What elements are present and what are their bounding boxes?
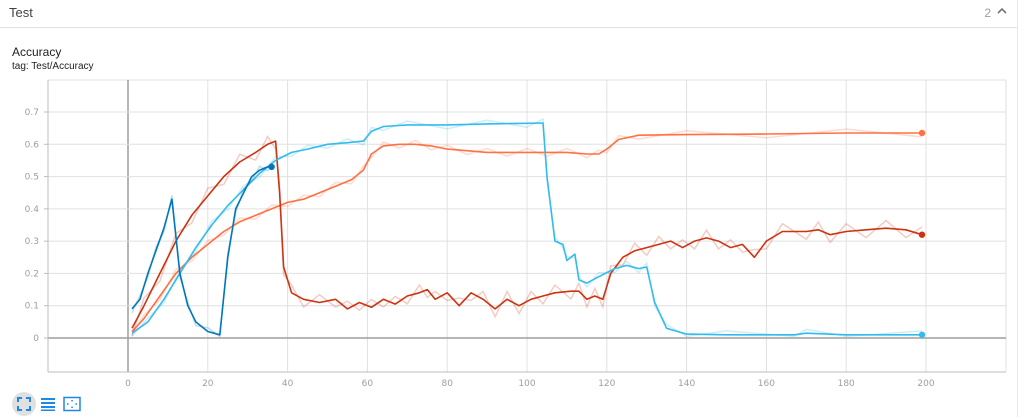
group-header[interactable]: Test 2: [0, 0, 1017, 28]
run-orange-endpoint-marker[interactable]: [918, 129, 926, 137]
svg-text:120: 120: [598, 379, 615, 389]
fit-screen-icon: [63, 396, 81, 412]
svg-text:200: 200: [917, 379, 934, 389]
svg-text:0.2: 0.2: [25, 269, 39, 279]
svg-text:100: 100: [518, 379, 535, 389]
run-light-blue-endpoint-marker[interactable]: [918, 331, 926, 338]
fullscreen-icon: [17, 397, 31, 411]
svg-text:0: 0: [33, 334, 39, 344]
svg-text:180: 180: [838, 379, 855, 389]
accuracy-chart[interactable]: 0 20 40 60 80 100 120 140 160 180 200 0 0.1 0.2 0.3 0.4…: [0, 0, 1024, 392]
run-orange-raw-line: [131, 128, 923, 336]
series-group: [131, 117, 926, 338]
run-dark-red-endpoint-marker[interactable]: [918, 231, 926, 238]
run-dark-blue-line[interactable]: [131, 166, 272, 336]
svg-text:140: 140: [678, 379, 695, 389]
svg-text:0.5: 0.5: [25, 173, 39, 183]
run-dark-blue-endpoint-marker[interactable]: [268, 163, 275, 171]
svg-text:0: 0: [125, 379, 131, 389]
group-title: Test: [9, 5, 33, 20]
svg-text:0.3: 0.3: [25, 237, 39, 247]
chevron-up-icon[interactable]: [995, 4, 1009, 18]
run-dark-red-line[interactable]: [131, 140, 923, 329]
lines-icon: [41, 398, 55, 411]
svg-text:20: 20: [202, 379, 214, 389]
fit-domain-button[interactable]: [12, 392, 36, 416]
chart-toolbar: [12, 392, 84, 416]
svg-text:60: 60: [362, 379, 374, 389]
run-orange-line[interactable]: [131, 132, 922, 333]
svg-text:0.4: 0.4: [25, 205, 40, 215]
svg-text:160: 160: [758, 379, 775, 389]
svg-text:0.7: 0.7: [25, 108, 39, 118]
chart-tag: tag: Test/Accuracy: [12, 61, 94, 72]
group-count-badge: 2: [984, 6, 991, 20]
svg-text:40: 40: [282, 379, 294, 389]
fit-to-data-button[interactable]: [60, 392, 84, 416]
svg-text:0.6: 0.6: [25, 140, 40, 150]
svg-text:0.1: 0.1: [25, 302, 39, 312]
scrollbar-track[interactable]: [1017, 0, 1018, 417]
run-light-blue-line[interactable]: [131, 122, 922, 336]
chart-title: Accuracy: [12, 45, 62, 59]
svg-text:80: 80: [441, 379, 453, 389]
toggle-log-scale-button[interactable]: [36, 392, 60, 416]
